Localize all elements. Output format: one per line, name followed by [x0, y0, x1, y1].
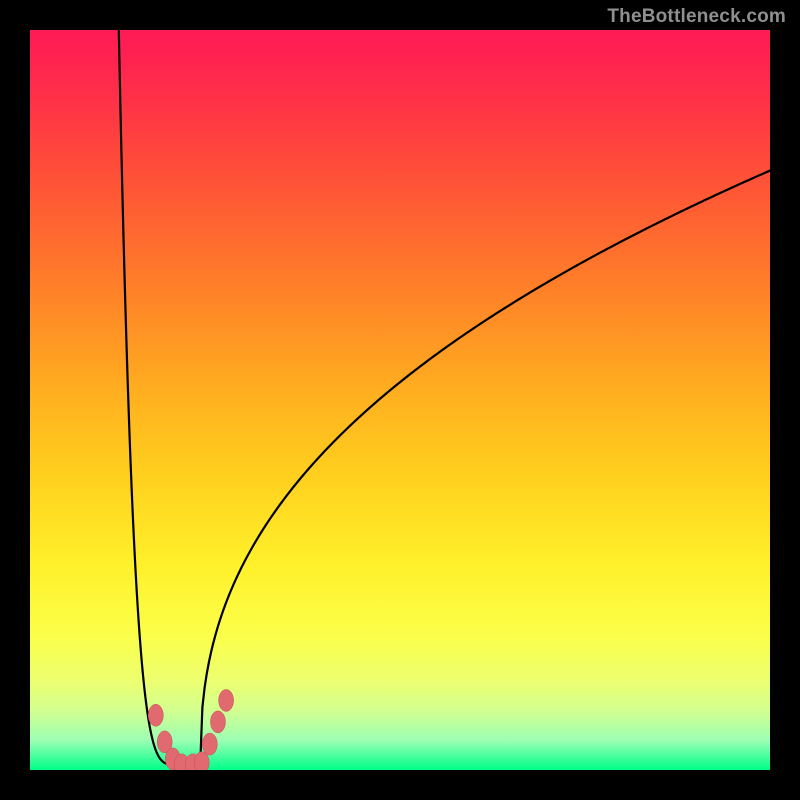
curve-marker	[148, 704, 163, 726]
watermark: TheBottleneck.com	[607, 6, 786, 28]
curve-marker	[210, 711, 225, 733]
bottleneck-chart	[0, 0, 800, 800]
curve-marker	[219, 689, 234, 711]
curve-marker	[202, 733, 217, 755]
